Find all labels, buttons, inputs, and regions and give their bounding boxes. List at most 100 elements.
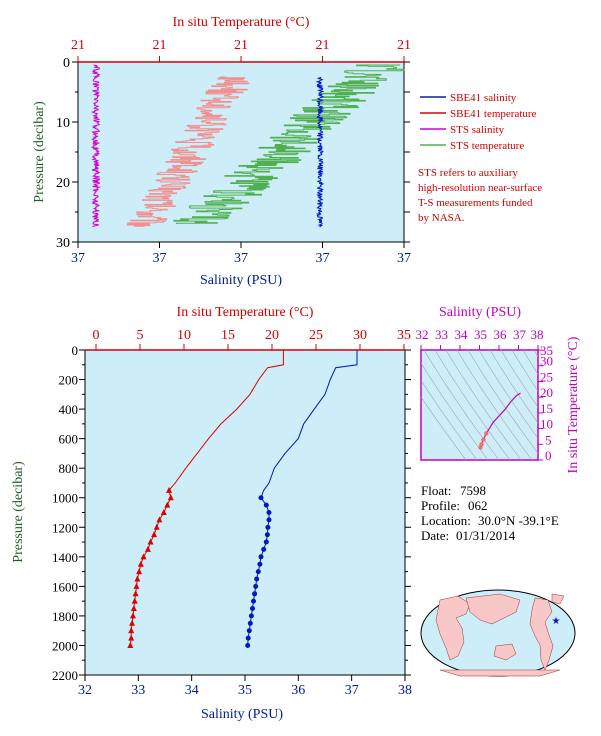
ts-tick-top-0: 32 (416, 327, 429, 342)
temperature-marker (134, 575, 141, 582)
land-americas (529, 597, 554, 671)
date-value: 01/31/2014 (456, 528, 516, 543)
ts-panel: Salinity (PSU) In situ Temperature (°C) … (416, 305, 582, 473)
top-tick-left-0: 0 (63, 56, 70, 71)
legend-label-sbe41-temperature: SBE41 temperature (450, 108, 537, 120)
legend-label-sts-temperature: STS temperature (450, 140, 524, 152)
temperature-marker (128, 627, 135, 634)
top-tick-top-0: 21 (71, 38, 85, 53)
ts-curve-marker (481, 437, 486, 442)
bottom-tick-left-11: 2200 (52, 668, 78, 683)
ts-tick-right-4: 20 (540, 385, 553, 400)
salinity-marker (253, 583, 259, 589)
ts-panel-isopycnal-line (522, 350, 538, 375)
ts-panel-right-axis-title: In situ Temperature (°C) (566, 336, 581, 473)
ts-curve-marker (484, 431, 489, 436)
bottom-tick-left-9: 1800 (52, 609, 78, 624)
ts-panel-isopycnal-line (421, 379, 478, 460)
profile-label: Profile: (421, 498, 460, 513)
top-tick-top-1: 21 (153, 38, 167, 53)
land-greenland (551, 593, 565, 605)
legend-label-sbe41-salinity: SBE41 salinity (450, 92, 517, 104)
note-line-2: T-S measurements funded (418, 197, 533, 209)
ts-tick-right-7: 35 (540, 343, 553, 358)
temperature-marker (136, 568, 143, 575)
bottom-tick-bottom-3: 35 (238, 683, 252, 698)
salinity-marker (251, 598, 256, 604)
bottom-tick-left-8: 1600 (52, 579, 78, 594)
top-tick-bottom-2: 37 (234, 251, 248, 266)
legend-label-sts-salinity: STS salinity (450, 124, 505, 136)
date-label: Date: (421, 528, 449, 543)
bottom-tick-left-0: 0 (72, 343, 79, 358)
salinity-marker (254, 576, 260, 582)
bottom-tick-left-5: 1000 (52, 491, 78, 506)
land-antarctica (439, 669, 561, 677)
top-tick-left-1: 10 (56, 116, 70, 131)
bottom-panel-bottom-axis-title: Salinity (PSU) (201, 707, 283, 722)
ts-panel-isopycnal-line (489, 350, 538, 424)
float-value: 7598 (460, 483, 486, 498)
ts-panel-isopycnals (421, 350, 538, 460)
bottom-panel-series (127, 350, 358, 648)
temperature-marker (133, 582, 140, 589)
bottom-panel: In situ Temperature (°C) Salinity (PSU) … (11, 305, 412, 722)
top-tick-top-3: 21 (316, 38, 330, 53)
series-line-sts-temperature (173, 64, 405, 224)
top-panel-note: STS refers to auxiliary high-resolution … (418, 167, 542, 224)
ts-panel-isopycnal-line (423, 350, 500, 460)
top-panel: In situ Temperature (°C) Salinity (PSU) … (32, 15, 542, 288)
salinity-marker (266, 510, 272, 515)
profile-value: 062 (468, 498, 488, 513)
salinity-marker (265, 524, 271, 530)
series-line-sbe41-salinity (315, 77, 325, 228)
bottom-tick-left-3: 600 (59, 432, 79, 447)
temperature-marker (156, 516, 163, 523)
top-panel-top-axis-title: In situ Temperature (°C) (173, 15, 310, 30)
ts-tick-right-5: 25 (540, 369, 553, 384)
top-tick-left-3: 30 (56, 236, 70, 251)
temperature-marker (131, 597, 138, 604)
float-label: Float: (421, 483, 451, 498)
bottom-tick-left-6: 1200 (52, 520, 78, 535)
salinity-marker (264, 532, 270, 538)
float-info: Float: 7598 Profile: 062 Location: 30.0°… (421, 483, 559, 543)
salinity-marker (246, 628, 252, 634)
bottom-tick-bottom-1: 33 (131, 683, 145, 698)
salinity-marker (247, 620, 253, 626)
salinity-marker (248, 613, 254, 619)
bottom-tick-left-1: 200 (59, 373, 79, 388)
salinity-marker (250, 606, 255, 611)
salinity-marker (258, 495, 264, 501)
ts-panel-isopycnal-line (421, 396, 467, 460)
bottom-panel-top-axis-title: In situ Temperature (°C) (177, 305, 314, 320)
bottom-tick-top-0: 0 (93, 328, 100, 343)
salinity-marker (245, 635, 251, 641)
top-tick-bottom-1: 37 (153, 251, 167, 266)
bottom-tick-top-7: 35 (397, 328, 411, 343)
bottom-tick-bottom-0: 32 (78, 683, 92, 698)
ts-panel-series (478, 392, 521, 450)
land-asia (465, 593, 521, 625)
ts-curve-marker (479, 442, 484, 447)
ts-tick-top-6: 38 (531, 327, 544, 342)
world-map-land (435, 593, 565, 677)
temperature-marker (127, 641, 134, 648)
ts-tick-right-3: 15 (540, 401, 553, 416)
ts-tick-top-4: 36 (494, 327, 508, 342)
top-panel-left-axis-title: Pressure (decibar) (32, 101, 47, 203)
bottom-tick-bottom-2: 34 (185, 683, 199, 698)
salinity-marker (257, 561, 263, 567)
temperature-marker (137, 560, 144, 567)
temperature-marker (167, 494, 174, 501)
top-tick-bottom-0: 37 (71, 251, 85, 266)
ts-tick-right-0: 0 (545, 448, 552, 463)
bottom-tick-top-1: 5 (137, 328, 144, 343)
temperature-marker (132, 590, 139, 597)
float-location-marker-icon: ★ (552, 616, 561, 627)
bottom-tick-left-2: 400 (59, 402, 79, 417)
salinity-marker (263, 502, 269, 508)
bottom-tick-top-4: 20 (265, 328, 279, 343)
salinity-marker (261, 546, 267, 552)
